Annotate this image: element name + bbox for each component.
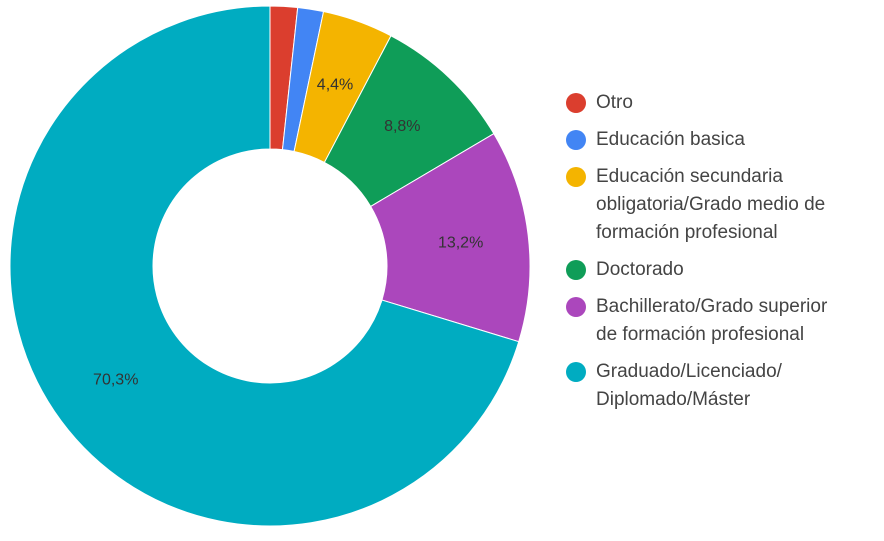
data-label: 70,3% — [93, 372, 138, 389]
legend-label: Educación basica — [596, 129, 745, 150]
data-label: 8,8% — [384, 118, 420, 135]
legend-label: Bachillerato/Grado superior de formación… — [596, 296, 828, 345]
data-label: 13,2% — [438, 234, 483, 251]
legend-item: Bachillerato/Grado superior de formación… — [566, 293, 828, 349]
legend-swatch — [566, 297, 586, 317]
donut: 4,4% 8,8% 13,2% 70,3% — [9, 5, 531, 527]
legend-label: Graduado/Licenciado/ Diplomado/Máster — [596, 361, 782, 410]
legend-swatch — [566, 362, 586, 382]
slice — [9, 5, 520, 527]
legend-swatch — [566, 130, 586, 150]
legend-item: Educación secundaria obligatoria/Grado m… — [566, 163, 828, 247]
legend-item: Otro — [566, 89, 828, 117]
legend-item: Educación basica — [566, 126, 828, 154]
legend: Otro Educación basica Educación secundaria… — [566, 89, 828, 423]
legend-label: Educación secundaria obligatoria/Grado m… — [596, 166, 826, 243]
legend-label: Otro — [596, 92, 633, 113]
legend-label: Doctorado — [596, 259, 684, 280]
data-label: 4,4% — [317, 77, 353, 94]
legend-swatch — [566, 93, 586, 113]
legend-item: Doctorado — [566, 256, 828, 284]
slice — [370, 132, 531, 343]
legend-item: Graduado/Licenciado/ Diplomado/Máster — [566, 358, 828, 414]
legend-swatch — [566, 167, 586, 187]
legend-swatch — [566, 260, 586, 280]
